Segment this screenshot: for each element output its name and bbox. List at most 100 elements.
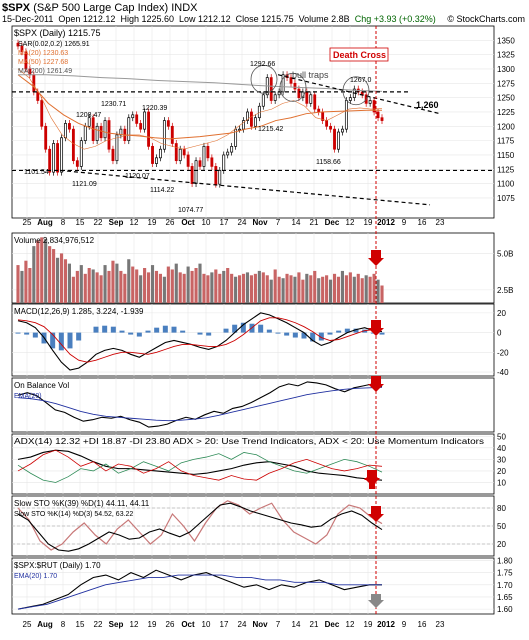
volume-bar <box>360 278 364 303</box>
volume-bar <box>40 237 44 303</box>
y-tick-price: 1300 <box>497 65 515 74</box>
candle-body <box>159 148 162 159</box>
price-title: $SPX (Daily) 1215.75 <box>14 28 101 38</box>
volume-bar <box>91 269 95 303</box>
macd-histogram-bar <box>223 328 229 333</box>
x-tick-label: 15 <box>76 620 85 629</box>
volume-bar <box>48 246 52 303</box>
volume-bar <box>257 270 261 303</box>
ratio-line <box>17 574 382 610</box>
candle-body <box>135 114 139 124</box>
candle-body <box>246 111 249 121</box>
macd-line-signal <box>17 317 382 363</box>
price-annotation: 1114.22 <box>150 187 174 194</box>
candle-body <box>333 128 336 150</box>
volume-bar <box>99 275 103 303</box>
candle-body <box>313 94 317 110</box>
macd-histogram-bar <box>362 329 368 333</box>
x-tick-label: 25 <box>23 218 32 227</box>
x-tick-label: 19 <box>148 218 157 227</box>
obv-line <box>17 386 383 422</box>
x-tick-label: 8 <box>61 218 66 227</box>
candle-body <box>222 154 226 171</box>
x-tick-label: 24 <box>238 620 247 629</box>
y-tick-macd: 0 <box>497 329 502 338</box>
change-value: Chg +3.93 (+0.32%) <box>354 14 436 24</box>
macd-histogram-bar <box>206 332 212 336</box>
volume-bar <box>210 272 214 303</box>
volume-bar <box>20 270 24 303</box>
y-tick-price: 1175 <box>497 137 515 146</box>
y-tick-ratio: 1.70 <box>497 581 513 590</box>
obv-legend: EMA(20) <box>14 393 42 400</box>
candle-body <box>60 137 63 173</box>
symbol: $SPX <box>2 2 31 14</box>
macd-histogram-bar <box>162 325 168 333</box>
x-tick-label: 21 <box>310 620 319 629</box>
macd-histogram-bar <box>336 330 342 333</box>
volume-bar <box>285 273 289 303</box>
candle-body <box>107 120 111 150</box>
price-legend-item: MA(20) 1230.63 <box>18 50 68 57</box>
price-annotation: 1292.66 <box>250 61 275 68</box>
volume-bar <box>32 246 36 303</box>
price-annotation: 1267.0 <box>350 77 372 84</box>
x-tick-label: 23 <box>436 218 445 227</box>
candle-body <box>289 77 293 84</box>
macd-histogram-bar <box>119 330 125 333</box>
candle-body <box>242 120 245 130</box>
y-tick-price: 1350 <box>497 36 515 45</box>
x-tick-label: Nov <box>252 620 268 629</box>
macd-histogram-bar <box>301 332 307 339</box>
macd-histogram-bar <box>145 330 151 333</box>
x-tick-label: 10 <box>202 218 211 227</box>
candle-body <box>261 94 265 107</box>
price-annotation: 1101.54 <box>24 169 49 176</box>
volume-bar <box>79 265 83 303</box>
x-tick-label: 19 <box>364 620 373 629</box>
volume-bar <box>71 276 75 303</box>
volume-bar <box>352 276 356 303</box>
volume-bar <box>206 275 210 303</box>
macd-line-macd <box>17 312 383 371</box>
volume-bar <box>44 238 48 303</box>
candle-body <box>103 120 107 139</box>
volume-bar <box>305 273 309 303</box>
volume-bar <box>36 240 40 303</box>
volume-bar <box>281 278 285 303</box>
x-tick-label: 8 <box>61 620 66 629</box>
volume-bar <box>380 285 384 303</box>
y-tick-ratio: 1.60 <box>497 605 513 614</box>
volume-bar <box>186 266 190 303</box>
macd-title: MACD(12,26,9) 1.285, 3.224, -1.939 <box>14 307 144 316</box>
high-value: High 1225.60 <box>120 14 175 24</box>
volume-bar <box>150 265 155 303</box>
price-annotation: 1208.47 <box>76 112 101 119</box>
candle-body <box>174 143 178 162</box>
y-tick-stochastics: 80 <box>497 504 506 513</box>
macd-histogram-bar <box>180 330 186 333</box>
candle-body <box>79 140 83 167</box>
candle-body <box>99 125 103 139</box>
header-line-1: $SPX (S&P 500 Large Cap Index) INDX <box>2 2 198 14</box>
red-arrow-down <box>368 320 384 336</box>
ma-line-MA20 <box>17 68 383 150</box>
volume-bar <box>67 263 72 303</box>
volume-bar <box>297 272 301 303</box>
adx-line <box>17 449 383 481</box>
candle-body <box>36 91 40 101</box>
volume-bar <box>230 273 234 303</box>
candle-body <box>131 114 135 119</box>
price-annotation: 1158.66 <box>316 159 341 166</box>
volume-bar <box>202 273 206 303</box>
volume-bar <box>364 275 368 303</box>
macd-histogram-bar <box>15 332 21 334</box>
y-tick-price: 1150 <box>497 151 515 160</box>
volume-bar <box>273 269 277 303</box>
y-tick-price: 1325 <box>497 51 515 60</box>
macd-histogram-bar <box>128 332 134 335</box>
macd-histogram-bar <box>353 328 359 333</box>
x-tick-label: 22 <box>94 620 103 629</box>
candle-body <box>139 123 143 130</box>
volume-bar <box>170 269 174 303</box>
